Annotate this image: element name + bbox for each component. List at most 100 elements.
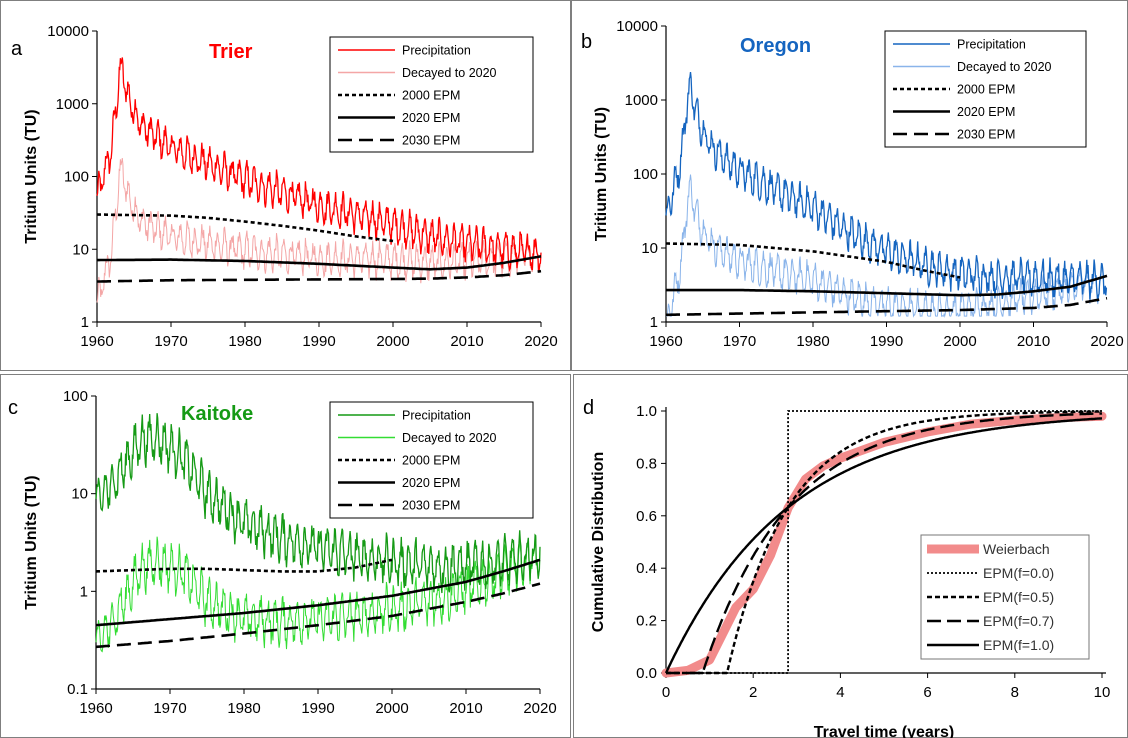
x-tick-label: 1960 <box>80 333 113 350</box>
weierbach-line <box>661 411 1107 678</box>
x-tick-label: 2000 <box>375 700 408 717</box>
legend-label: Precipitation <box>402 409 471 423</box>
y-axis-label: Tritium Units (TU) <box>593 107 610 241</box>
legend-label: 2030 EPM <box>402 499 460 513</box>
legend: Precipitation Decayed to 2020 2000 EPM 2020… <box>884 30 1087 148</box>
chart-d: 0.0 0.2 0.4 0.6 0.8 1.0 0 2 4 6 8 10 Travel time (ye… <box>583 397 1110 738</box>
legend-box <box>329 36 534 153</box>
x-tick-label: 2000 <box>376 333 409 350</box>
y-tick-label: 1 <box>80 583 88 600</box>
legend-label: Decayed to 2020 <box>957 60 1052 74</box>
y-tick-label: 10 <box>641 240 658 257</box>
epm-2020-line <box>666 274 1108 297</box>
legend-label: Weierbach <box>983 541 1050 557</box>
x-tick-label: 1970 <box>153 700 186 717</box>
x-tick-label: 2000 <box>943 333 976 350</box>
epm-2030-line <box>95 582 541 649</box>
x-tick-label: 2010 <box>449 700 482 717</box>
x-tick-label: 1980 <box>228 333 261 350</box>
y-axis-label: Cumulative Distribution <box>590 452 607 632</box>
legend-label: 2000 EPM <box>402 454 460 468</box>
legend-label: 2030 EPM <box>402 134 460 148</box>
x-tick-label: 2 <box>749 684 757 701</box>
decayed-series-line <box>666 174 1108 318</box>
x-tick-label: 1980 <box>796 333 829 350</box>
x-tick-label: 2010 <box>450 333 483 350</box>
legend-label: Precipitation <box>957 38 1026 52</box>
legend-label: EPM(f=0.0) <box>983 565 1054 581</box>
y-tick-label: 100 <box>63 388 88 405</box>
epm-f10-line <box>664 417 1102 674</box>
epm-2030-line <box>666 296 1108 317</box>
y-tick-label: 0.4 <box>636 560 657 577</box>
y-tick-label: 1000 <box>56 96 89 113</box>
y-tick-label: 0.8 <box>636 455 657 472</box>
epm-2000-line <box>96 213 394 243</box>
x-tick-label: 2020 <box>523 700 556 717</box>
legend-label: EPM(f=0.5) <box>983 589 1054 605</box>
legend-label: Precipitation <box>402 44 471 58</box>
x-tick-label: 1970 <box>154 333 187 350</box>
x-tick-label: 0 <box>662 684 670 701</box>
y-axis-label: Tritium Units (TU) <box>23 475 40 609</box>
y-tick-label: 100 <box>633 166 658 183</box>
x-tick-label: 6 <box>923 684 931 701</box>
legend-label: 2020 EPM <box>957 105 1015 119</box>
legend-box <box>920 534 1090 660</box>
x-tick-label: 1990 <box>870 333 903 350</box>
legend: Precipitation Decayed to 2020 2000 EPM 2020… <box>329 401 534 519</box>
decayed-series-line <box>95 535 541 653</box>
legend-label: 2000 EPM <box>957 83 1015 97</box>
epm-2000-line <box>95 558 393 573</box>
y-tick-label: 0.1 <box>67 681 88 698</box>
epm-2000-line <box>666 242 961 279</box>
y-tick-label: 1 <box>650 314 658 331</box>
legend-label: Decayed to 2020 <box>402 431 497 445</box>
epm-2020-line <box>97 255 542 271</box>
y-tick-label: 10000 <box>616 18 658 35</box>
epm-f05-line <box>666 410 1102 675</box>
y-tick-label: 1 <box>81 314 89 331</box>
panel-letter: d <box>583 397 594 419</box>
legend-label: EPM(f=0.7) <box>983 613 1054 629</box>
y-tick-label: 0.6 <box>636 508 657 525</box>
epm-f0-line <box>666 410 1102 674</box>
y-tick-label: 0.0 <box>636 665 657 682</box>
legend-box <box>329 401 534 519</box>
x-tick-label: 1970 <box>723 333 756 350</box>
y-axis-label: Tritium Units (TU) <box>23 109 40 243</box>
precipitation-series-line <box>96 57 542 273</box>
epm-f07-line <box>666 412 1103 675</box>
chart-a: 1 10 100 1000 10000 1960 1970 1980 1990 2000 2010 2… <box>11 23 558 350</box>
x-tick-label: 10 <box>1094 684 1111 701</box>
precipitation-series-line <box>95 413 541 594</box>
legend-box <box>884 30 1087 148</box>
x-tick-label: 1980 <box>227 700 260 717</box>
x-tick-label: 1990 <box>302 333 335 350</box>
y-tick-label: 10 <box>72 241 89 258</box>
chart-title: Trier <box>209 41 253 63</box>
precipitation-series-line <box>665 72 1108 302</box>
legend-label: 2030 EPM <box>957 128 1015 142</box>
x-tick-label: 8 <box>1011 684 1019 701</box>
y-tick-label: 1000 <box>625 92 658 109</box>
legend-label: Decayed to 2020 <box>402 66 497 80</box>
panel-letter: b <box>581 31 592 53</box>
x-tick-label: 1960 <box>649 333 682 350</box>
y-tick-label: 100 <box>64 169 89 186</box>
legend: Precipitation Decayed to 2020 2000 EPM 2020… <box>329 36 534 153</box>
y-tick-label: 0.2 <box>636 613 657 630</box>
x-tick-label: 1990 <box>301 700 334 717</box>
chart-c: 0.1 1 10 100 1960 1970 1980 1990 2000 2010 2020 Tri… <box>8 388 557 717</box>
x-axis-label: Travel time (years) <box>814 724 955 738</box>
y-tick-label: 10 <box>71 486 88 503</box>
legend-label: 2020 EPM <box>402 476 460 490</box>
panel-letter: a <box>11 38 23 60</box>
x-tick-label: 1960 <box>79 700 112 717</box>
legend-label: 2020 EPM <box>402 111 460 125</box>
y-tick-label: 1.0 <box>636 403 657 420</box>
chart-title: Kaitoke <box>181 403 253 425</box>
x-tick-label: 2020 <box>1090 333 1123 350</box>
x-tick-label: 2010 <box>1017 333 1050 350</box>
